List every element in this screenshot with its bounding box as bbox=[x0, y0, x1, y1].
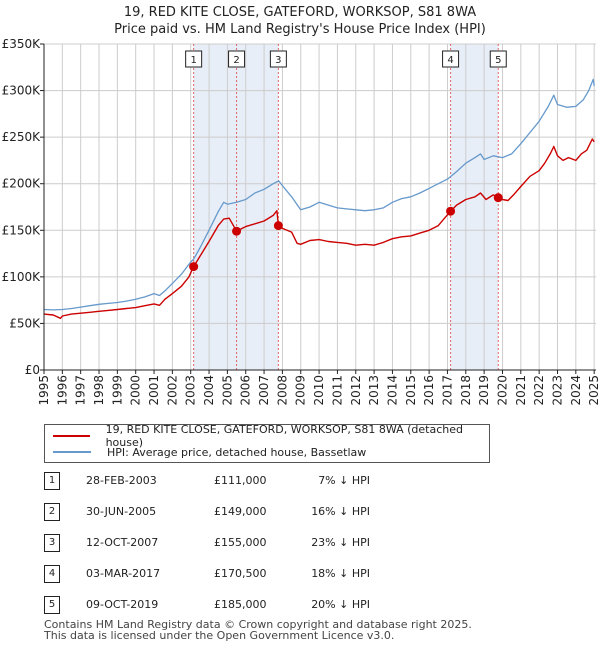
x-tick-label: 2013 bbox=[367, 375, 381, 406]
x-tick-label: 1995 bbox=[37, 375, 51, 406]
x-tick-label: 2007 bbox=[257, 375, 271, 406]
price-chart: 1 2 3 4 5 £0 £50K £100K £150K £200K £250K £300K £350… bbox=[2, 37, 600, 406]
transaction-marker-label: 4 bbox=[447, 55, 453, 66]
y-tick-label: £100K bbox=[2, 270, 42, 284]
transaction-date: 09-OCT-2019 bbox=[86, 598, 159, 611]
x-tick-label: 2024 bbox=[569, 375, 583, 406]
hpi-line bbox=[43, 78, 595, 311]
x-tick-label: 2015 bbox=[404, 375, 418, 406]
x-tick-label: 1997 bbox=[74, 375, 88, 406]
y-tick-label: £200K bbox=[2, 177, 42, 191]
shaded-period bbox=[193, 44, 279, 370]
chart-subtitle: Price paid vs. HM Land Registry's House … bbox=[114, 22, 486, 37]
x-tick-label: 2006 bbox=[239, 375, 253, 406]
transaction-marker-box bbox=[185, 50, 203, 68]
transaction-marker-box bbox=[442, 50, 460, 68]
y-tick-label: £150K bbox=[2, 223, 42, 237]
transaction-date: 12-OCT-2007 bbox=[86, 536, 159, 549]
legend-price-swatch bbox=[53, 435, 90, 437]
legend-item-price: 19, RED KITE CLOSE, GATEFORD, WORKSOP, S… bbox=[53, 423, 489, 449]
footer-license: This data is licensed under the Open Gov… bbox=[44, 629, 395, 642]
transaction-hpi-diff: 7% ↓ HPI bbox=[318, 474, 370, 487]
x-tick-label: 2004 bbox=[202, 375, 216, 406]
x-tick-label: 2005 bbox=[220, 375, 234, 406]
transaction-marker-label: 1 bbox=[190, 55, 196, 66]
transaction-hpi-diff: 20% ↓ HPI bbox=[311, 598, 370, 611]
transaction-price: £149,000 bbox=[214, 505, 267, 518]
x-tick-label: 2017 bbox=[440, 375, 454, 406]
transaction-price: £185,000 bbox=[214, 598, 267, 611]
x-tick-label: 1999 bbox=[110, 375, 124, 406]
transaction-point bbox=[189, 262, 199, 272]
transaction-point bbox=[273, 221, 283, 231]
chart-legend: 19, RED KITE CLOSE, GATEFORD, WORKSOP, S… bbox=[44, 423, 490, 463]
transaction-marker-box bbox=[228, 50, 246, 68]
x-tick-label: 2011 bbox=[330, 375, 344, 406]
x-tick-label: 2010 bbox=[312, 375, 326, 406]
x-tick-label: 2012 bbox=[349, 375, 363, 406]
transaction-point bbox=[232, 226, 242, 236]
footer: Contains HM Land Registry data © Crown c… bbox=[44, 619, 472, 641]
transaction-price: £155,000 bbox=[214, 536, 267, 549]
table-row: 1 28-FEB-2003 £111,000 7% ↓ HPI bbox=[44, 472, 404, 490]
transaction-marker-label: 5 bbox=[495, 55, 501, 66]
transaction-number: 1 bbox=[44, 472, 60, 490]
transaction-date: 28-FEB-2003 bbox=[86, 474, 157, 487]
x-tick-label: 2016 bbox=[422, 375, 436, 406]
x-tick-label: 2023 bbox=[550, 375, 564, 406]
transaction-hpi-diff: 23% ↓ HPI bbox=[311, 536, 370, 549]
transaction-number: 5 bbox=[44, 596, 60, 614]
x-tick-label: 2001 bbox=[147, 375, 161, 406]
y-tick-label: £300K bbox=[2, 84, 42, 98]
legend-hpi-label: HPI: Average price, detached house, Bass… bbox=[107, 445, 367, 459]
plot-area bbox=[44, 44, 596, 370]
x-tick-label: 1998 bbox=[92, 375, 106, 406]
transaction-marker-box bbox=[269, 50, 287, 68]
transaction-number: 2 bbox=[44, 503, 60, 521]
table-row: 2 30-JUN-2005 £149,000 16% ↓ HPI bbox=[44, 503, 404, 521]
transaction-date: 30-JUN-2005 bbox=[86, 505, 157, 518]
chart-title: 19, RED KITE CLOSE, GATEFORD, WORKSOP, S… bbox=[123, 5, 477, 20]
x-tick-label: 2000 bbox=[129, 375, 143, 406]
x-tick-label: 2003 bbox=[184, 375, 198, 406]
transaction-marker-box bbox=[489, 50, 507, 68]
transaction-marker-label: 2 bbox=[233, 55, 239, 66]
price-paid-line bbox=[43, 138, 595, 319]
x-tick-label: 1996 bbox=[55, 375, 69, 406]
transaction-price: £111,000 bbox=[214, 474, 267, 487]
x-tick-label: 2014 bbox=[385, 375, 399, 406]
x-tick-label: 2025 bbox=[587, 375, 600, 406]
transaction-number: 3 bbox=[44, 534, 60, 552]
shaded-period bbox=[450, 44, 499, 370]
x-tick-label: 2008 bbox=[275, 375, 289, 406]
transaction-hpi-diff: 18% ↓ HPI bbox=[311, 567, 370, 580]
y-tick-label: £0 bbox=[25, 363, 40, 377]
y-tick-label: £250K bbox=[2, 130, 42, 144]
legend-item-hpi: HPI: Average price, detached house, Bass… bbox=[53, 444, 366, 460]
x-tick-label: 2019 bbox=[477, 375, 491, 406]
transaction-date: 03-MAR-2017 bbox=[86, 567, 161, 580]
y-tick-label: £350K bbox=[2, 37, 42, 51]
x-tick-label: 2020 bbox=[495, 375, 509, 406]
table-row: 3 12-OCT-2007 £155,000 23% ↓ HPI bbox=[44, 534, 404, 552]
legend-price-label: 19, RED KITE CLOSE, GATEFORD, WORKSOP, S… bbox=[105, 423, 464, 449]
transaction-marker-label: 3 bbox=[275, 55, 281, 66]
transaction-point bbox=[446, 206, 456, 216]
transaction-point bbox=[493, 193, 503, 203]
x-tick-label: 2022 bbox=[532, 375, 546, 406]
transaction-price: £170,500 bbox=[214, 567, 267, 580]
x-tick-label: 2021 bbox=[514, 375, 528, 406]
footer-copyright: Contains HM Land Registry data © Crown c… bbox=[44, 618, 472, 631]
x-tick-label: 2018 bbox=[459, 375, 473, 406]
y-tick-label: £50K bbox=[9, 316, 41, 330]
table-row: 4 03-MAR-2017 £170,500 18% ↓ HPI bbox=[44, 565, 404, 583]
table-row: 5 09-OCT-2019 £185,000 20% ↓ HPI bbox=[44, 596, 404, 614]
transaction-hpi-diff: 16% ↓ HPI bbox=[311, 505, 370, 518]
x-tick-label: 2002 bbox=[165, 375, 179, 406]
x-tick-label: 2009 bbox=[294, 375, 308, 406]
transaction-number: 4 bbox=[44, 565, 60, 583]
legend-hpi-swatch bbox=[53, 451, 91, 453]
